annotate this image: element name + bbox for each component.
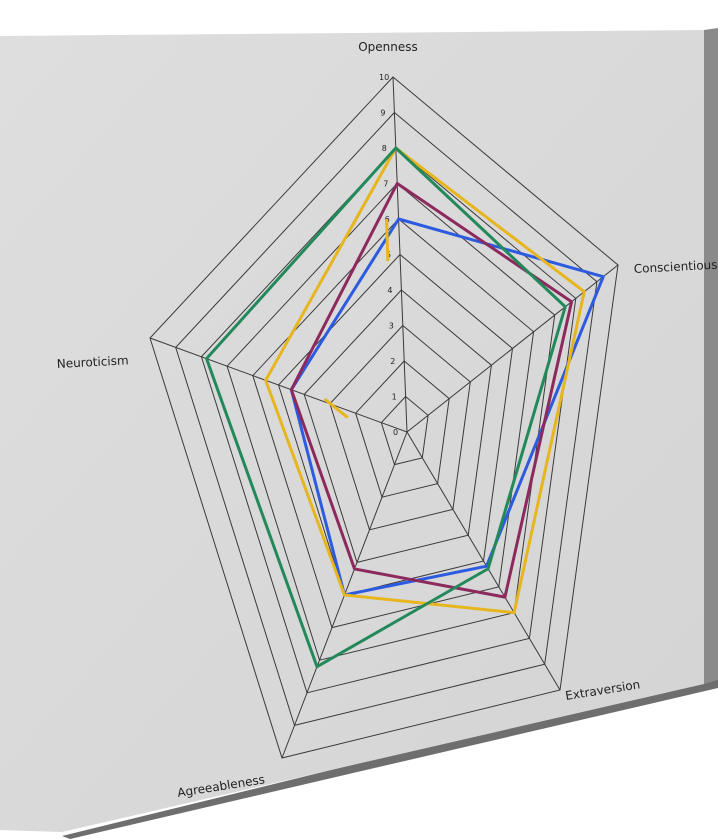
spoke-2 — [406, 431, 561, 691]
series-2-point-4 — [290, 389, 292, 391]
series-3-point-2 — [513, 612, 515, 614]
series-3-point-1 — [583, 291, 585, 293]
series-3-point-4 — [265, 379, 267, 381]
series-2-point-2 — [504, 596, 506, 598]
series-1-point-0 — [398, 218, 400, 220]
series-1-point-2 — [485, 565, 488, 567]
tick-label-8: 8 — [382, 144, 387, 153]
series-3-point-3 — [343, 594, 346, 596]
series-4-point-4 — [205, 358, 208, 360]
series-1-point-1 — [602, 276, 604, 278]
tick-label-7: 7 — [383, 180, 388, 189]
grid-ring-10 — [149, 76, 619, 759]
series-2-point-0 — [396, 182, 398, 185]
tick-label-1: 1 — [392, 393, 397, 402]
canvas-panel — [0, 30, 704, 832]
series-2-point-1 — [570, 301, 573, 303]
tick-label-10: 10 — [379, 73, 389, 82]
grid-ring-2 — [355, 360, 450, 498]
series-2-point-3 — [353, 568, 356, 570]
spoke-4 — [149, 337, 408, 433]
series-2-line — [289, 182, 574, 599]
tick-label-0: 0 — [393, 428, 398, 437]
spoke-0 — [392, 76, 408, 433]
axis-label-conscientiousness: Conscientiousnes — [633, 257, 718, 276]
grid-ring-1 — [380, 395, 429, 466]
grid-ring-8 — [200, 147, 577, 694]
tick-label-4: 4 — [387, 286, 392, 295]
tick-label-2: 2 — [390, 357, 395, 366]
series-4-point-3 — [316, 666, 318, 668]
axis-label-openness: Openness — [358, 40, 418, 54]
panel-right-edge — [704, 28, 718, 684]
axis-label-neuroticism: Neuroticism — [56, 353, 129, 371]
tick-label-3: 3 — [389, 322, 394, 331]
partial-stroke-4 — [323, 397, 349, 419]
tick-label-9: 9 — [380, 109, 385, 118]
grid-ring-4 — [303, 289, 492, 563]
grid-ring-9 — [175, 111, 598, 726]
grid-ring-5 — [277, 253, 514, 596]
series-4-point-2 — [487, 568, 489, 570]
series-4-line — [205, 146, 567, 669]
grid-ring-7 — [226, 182, 556, 661]
grid-ring-6 — [252, 218, 535, 629]
partial-stroke-0 — [385, 218, 390, 261]
grid-ring-3 — [329, 324, 471, 531]
series-4-point-1 — [564, 306, 566, 308]
series-4-point-0 — [395, 147, 397, 149]
